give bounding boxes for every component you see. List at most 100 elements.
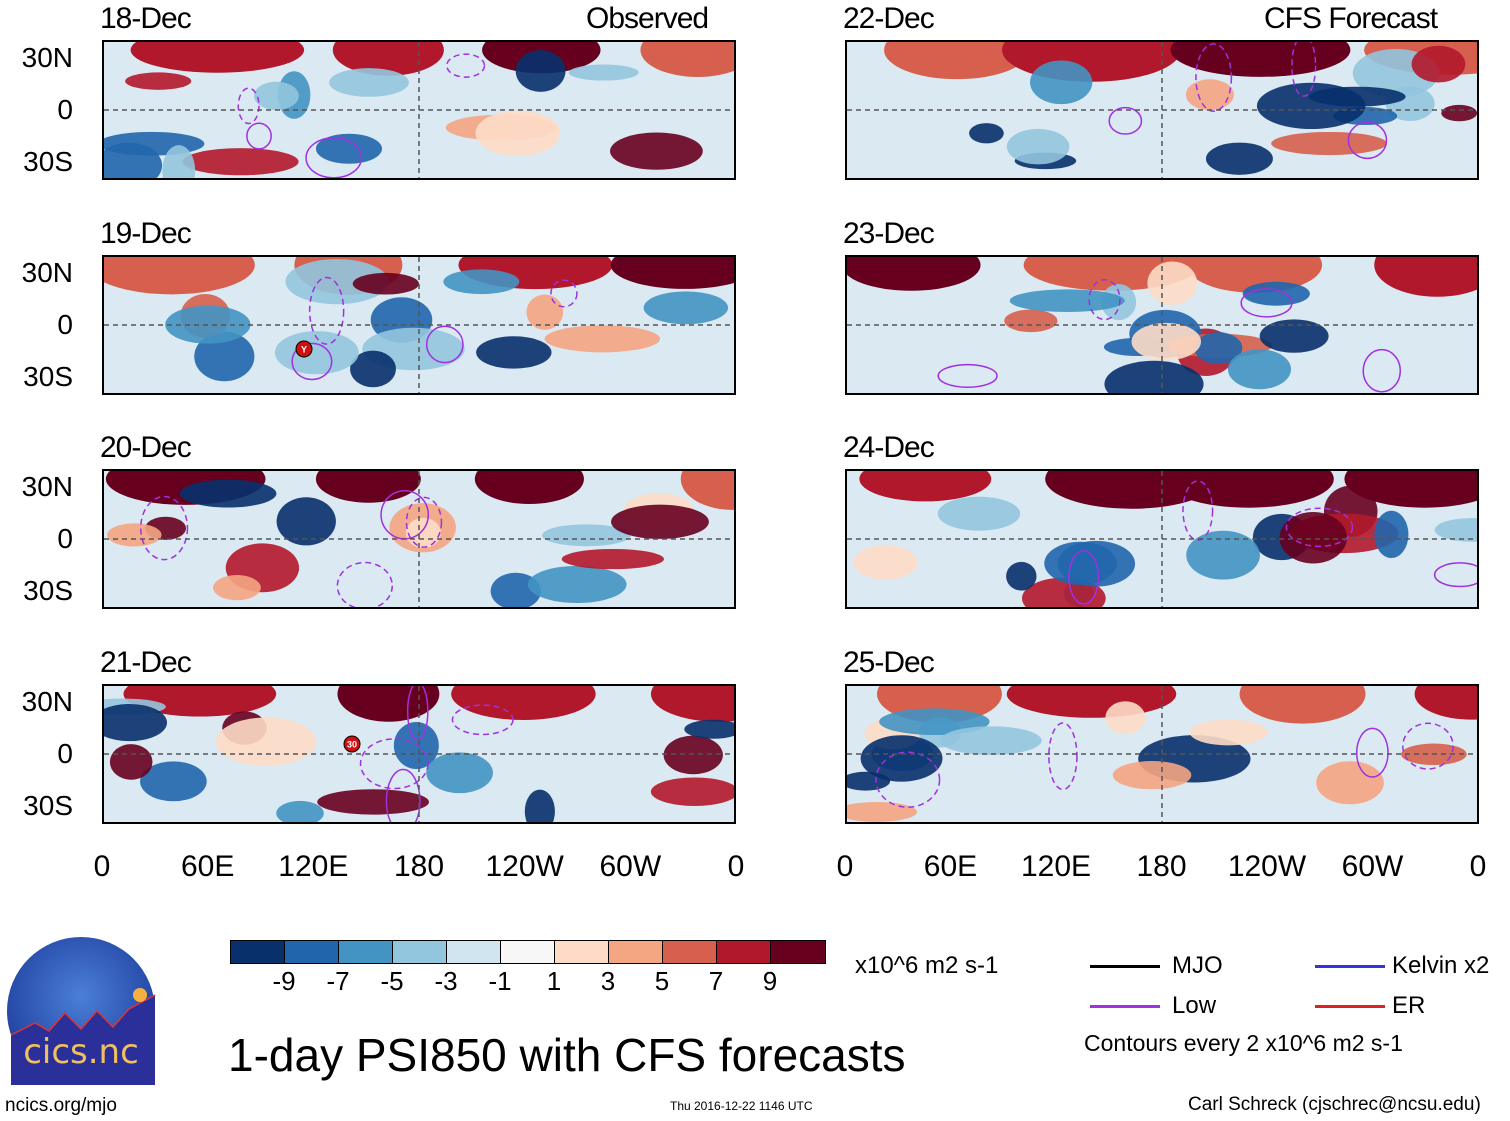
positive-anomaly (182, 148, 299, 176)
negative-anomaly (1242, 281, 1310, 306)
legend-line-low (1090, 1005, 1160, 1008)
panel-plot (847, 471, 1477, 607)
low-contour (305, 137, 363, 178)
negative-anomaly (524, 789, 555, 822)
negative-anomaly (969, 123, 1004, 144)
positive-anomaly (475, 110, 561, 157)
positive-anomaly (405, 517, 441, 549)
low-contour (1195, 43, 1233, 113)
colorbar-swatch (393, 941, 447, 963)
legend-line-er (1315, 1005, 1385, 1008)
colorbar-tick-label: -5 (380, 966, 404, 996)
positive-anomaly (125, 72, 192, 90)
positive-anomaly (663, 735, 723, 775)
cfs-forecast-label: CFS Forecast (1264, 2, 1438, 35)
map-panel-20-dec (102, 469, 736, 609)
legend-line-kelvin (1315, 965, 1385, 968)
negative-anomaly (1186, 530, 1260, 580)
low-contour (1182, 480, 1214, 541)
positive-anomaly (859, 471, 992, 502)
negative-anomaly (1009, 289, 1125, 313)
low-contour (425, 325, 464, 364)
low-contour (246, 122, 272, 150)
map-panel-19-dec: Y (102, 255, 736, 395)
panel-title-21-dec: 21-Dec (100, 646, 192, 679)
positive-anomaly (1131, 322, 1202, 361)
colorbar-tick-label: 7 (708, 966, 724, 996)
positive-anomaly (1185, 79, 1234, 111)
panel-title-23-dec: 23-Dec (843, 217, 935, 250)
negative-anomaly (104, 703, 168, 742)
panel-plot (104, 471, 734, 607)
negative-anomaly (285, 259, 389, 305)
positive-anomaly (847, 257, 981, 291)
y-tick-label: 30N (21, 471, 73, 502)
x-tick-label: 180 (1136, 850, 1187, 883)
panel-title-24-dec: 24-Dec (843, 431, 935, 464)
positive-anomaly (544, 325, 661, 353)
colorbar-swatch (555, 941, 609, 963)
panel-plot: 30 (104, 686, 734, 822)
colorbar-swatch (501, 941, 555, 963)
negative-anomaly (879, 708, 990, 736)
positive-anomaly (853, 545, 918, 580)
positive-anomaly (213, 575, 261, 601)
positive-anomaly (215, 717, 317, 766)
negative-anomaly (684, 719, 734, 739)
negative-anomaly (194, 331, 255, 382)
negative-anomaly (140, 761, 207, 802)
negative-anomaly (253, 81, 299, 111)
panel-plot (847, 42, 1477, 178)
positive-anomaly (474, 471, 584, 505)
y-tick-label: 30N (21, 42, 73, 73)
positive-anomaly (1374, 257, 1477, 297)
colorbar-swatch (609, 941, 663, 963)
cics-logo: cics.nc (5, 935, 157, 1087)
positive-anomaly (1411, 45, 1466, 83)
negative-anomaly (1259, 319, 1329, 353)
negative-anomaly (860, 735, 943, 782)
low-contour (237, 87, 260, 125)
colorbar-tick-label: 3 (600, 966, 616, 996)
low-contour (550, 279, 578, 308)
footer-author: Carl Schreck (cjschrec@ncsu.edu) (1188, 1094, 1481, 1115)
panel-title-19-dec: 19-Dec (100, 217, 192, 250)
low-contour (336, 561, 394, 607)
low-contour (937, 363, 998, 388)
positive-anomaly (1271, 131, 1388, 156)
map-panel-18-dec (102, 40, 736, 180)
panel-title-18-dec: 18-Dec (100, 2, 192, 35)
positive-anomaly (884, 42, 1030, 80)
observed-label: Observed (586, 2, 709, 35)
tropical-cyclone-icon (343, 735, 361, 753)
positive-anomaly (1105, 701, 1146, 735)
panel-plot (847, 686, 1477, 822)
colorbar-tick-label: -9 (272, 966, 296, 996)
panel-plot (847, 257, 1477, 393)
negative-anomaly (1006, 561, 1037, 591)
footer-timestamp: Thu 2016-12-22 1146 UTC (670, 1099, 813, 1113)
low-contour (308, 276, 345, 345)
legend-label-kelvin: Kelvin x2 (1392, 952, 1490, 979)
y-tick-label: 30N (21, 257, 73, 288)
low-contour (291, 342, 333, 381)
positive-anomaly (130, 42, 305, 73)
positive-anomaly (337, 686, 440, 722)
negative-anomaly (1006, 128, 1070, 165)
colorbar-swatch (339, 941, 393, 963)
low-contour (1347, 121, 1388, 160)
negative-anomaly (1205, 142, 1273, 175)
x-tick-label: 120W (1227, 850, 1307, 883)
low-contour (385, 768, 421, 822)
legend-line-mjo (1090, 965, 1160, 968)
colorbar-tick-label: -1 (488, 966, 512, 996)
colorbar-swatch (285, 941, 339, 963)
panel-title-22-dec: 22-Dec (843, 2, 935, 35)
colorbar-tick-label: -7 (326, 966, 350, 996)
positive-anomaly (526, 294, 564, 330)
storm-label: 30 (347, 740, 357, 750)
low-contour (406, 686, 429, 741)
positive-anomaly (451, 686, 596, 720)
negative-anomaly (643, 291, 729, 325)
x-tick-label: 60E (180, 850, 235, 883)
